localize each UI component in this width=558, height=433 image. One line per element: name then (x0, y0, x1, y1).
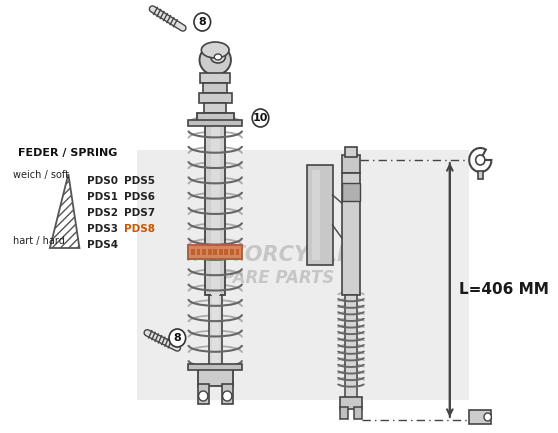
Text: 8: 8 (174, 333, 181, 343)
Circle shape (199, 391, 208, 401)
FancyBboxPatch shape (222, 384, 233, 404)
FancyBboxPatch shape (189, 245, 242, 259)
Text: PDS6: PDS6 (124, 192, 155, 202)
FancyBboxPatch shape (478, 171, 483, 179)
FancyBboxPatch shape (209, 295, 222, 368)
Circle shape (484, 413, 492, 421)
Text: PDS5: PDS5 (124, 176, 155, 186)
FancyBboxPatch shape (208, 249, 211, 255)
FancyBboxPatch shape (189, 120, 242, 126)
FancyBboxPatch shape (211, 295, 219, 368)
FancyBboxPatch shape (340, 407, 348, 419)
FancyBboxPatch shape (199, 93, 232, 103)
Circle shape (223, 391, 232, 401)
FancyBboxPatch shape (213, 249, 217, 255)
FancyBboxPatch shape (189, 364, 242, 370)
FancyBboxPatch shape (344, 147, 358, 157)
FancyBboxPatch shape (197, 113, 234, 125)
FancyBboxPatch shape (341, 183, 360, 201)
FancyBboxPatch shape (224, 249, 228, 255)
Circle shape (169, 329, 186, 347)
FancyBboxPatch shape (354, 407, 362, 419)
Text: 10: 10 (253, 113, 268, 123)
Circle shape (252, 109, 269, 127)
FancyBboxPatch shape (341, 155, 360, 173)
FancyBboxPatch shape (469, 410, 492, 424)
FancyBboxPatch shape (137, 150, 469, 400)
FancyBboxPatch shape (307, 165, 333, 265)
Circle shape (475, 155, 485, 165)
FancyBboxPatch shape (235, 249, 239, 255)
FancyBboxPatch shape (345, 295, 357, 402)
Ellipse shape (214, 54, 222, 60)
Ellipse shape (201, 42, 229, 58)
Text: PDS4: PDS4 (87, 240, 118, 250)
FancyBboxPatch shape (203, 83, 227, 93)
Text: PDS2: PDS2 (87, 208, 118, 218)
Text: PDS8: PDS8 (124, 224, 155, 234)
FancyBboxPatch shape (198, 384, 209, 404)
FancyBboxPatch shape (200, 73, 230, 83)
FancyBboxPatch shape (197, 249, 200, 255)
FancyBboxPatch shape (204, 103, 227, 113)
Text: PDS1: PDS1 (87, 192, 118, 202)
FancyBboxPatch shape (230, 249, 234, 255)
Text: MOTORCYCLE: MOTORCYCLE (193, 245, 352, 265)
Text: PDS0: PDS0 (87, 176, 118, 186)
FancyBboxPatch shape (198, 368, 233, 386)
FancyBboxPatch shape (341, 173, 360, 295)
Text: weich / soft: weich / soft (13, 170, 69, 180)
FancyBboxPatch shape (203, 249, 206, 255)
Text: SPARE PARTS: SPARE PARTS (210, 269, 335, 287)
FancyBboxPatch shape (210, 125, 220, 295)
Text: 8: 8 (199, 17, 206, 27)
FancyBboxPatch shape (191, 249, 195, 255)
Text: hart / hard: hart / hard (13, 236, 65, 246)
Text: PDS7: PDS7 (124, 208, 155, 218)
FancyBboxPatch shape (312, 170, 320, 260)
Ellipse shape (200, 45, 231, 75)
Text: FEDER / SPRING: FEDER / SPRING (17, 148, 117, 158)
Text: L=406 MM: L=406 MM (459, 282, 549, 297)
FancyBboxPatch shape (219, 249, 223, 255)
Text: PDS3: PDS3 (87, 224, 118, 234)
FancyBboxPatch shape (340, 397, 362, 409)
Circle shape (194, 13, 210, 31)
Ellipse shape (210, 51, 225, 63)
FancyBboxPatch shape (205, 125, 225, 295)
